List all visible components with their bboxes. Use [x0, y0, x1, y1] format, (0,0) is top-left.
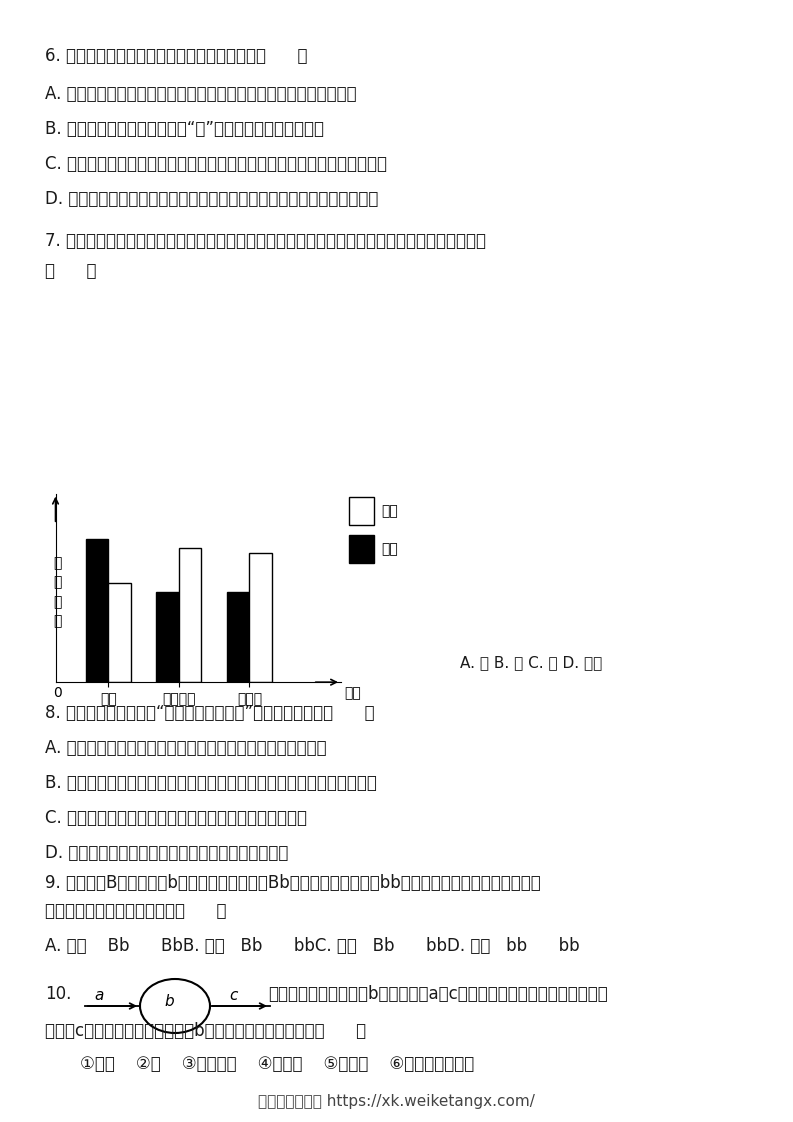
Text: c: c [229, 987, 237, 1002]
Text: 10.: 10. [45, 985, 71, 1003]
Text: 向，若c血管内流动脉血，你认为b可能代表的器官和结构是（      ）: 向，若c血管内流动脉血，你认为b可能代表的器官和结构是（ ） [45, 1022, 366, 1040]
Bar [249, 553, 272, 682]
Text: D. 制作酸奶过程的实质是乳酸菌在适宜条件下将奶中的蛋白质转化成乳酸: D. 制作酸奶过程的实质是乳酸菌在适宜条件下将奶中的蛋白质转化成乳酸 [45, 190, 378, 208]
Text: ①大脑    ②肺    ③小肠绒毛    ④肾小球    ⑤肾小管    ⑥左心房、左心室: ①大脑 ②肺 ③小肠绒毛 ④肾小球 ⑤肾小管 ⑥左心房、左心室 [80, 1055, 474, 1073]
Text: C. 在果蔬贮藏场所适当降低氧气浓度的主要目的是抑制微生物的生长与繁殖: C. 在果蔬贮藏场所适当降低氧气浓度的主要目的是抑制微生物的生长与繁殖 [45, 155, 387, 173]
Text: C. 神经元有许多突起有利于接受刺激产生冲动并传导冲动: C. 神经元有许多突起有利于接受刺激产生冲动并传导冲动 [45, 809, 307, 827]
Bar [349, 535, 374, 563]
Text: A. 毛桃    Bb      BbB. 毛桃   Bb      bbC. 滑桃   Bb      bbD. 滑桃   bb      bb: A. 毛桃 Bb BbB. 毛桃 Bb bbC. 滑桃 Bb bbD. 滑桃 b… [45, 937, 580, 955]
Text: D. 心脂中瓣膜的存在可以使动脉血和静脉血完全分开: D. 心脂中瓣膜的存在可以使动脉血和静脉血完全分开 [45, 844, 289, 862]
Text: 8. 下列叙述中，不符合“结构与功能相适应”生物学观点的是（      ）: 8. 下列叙述中，不符合“结构与功能相适应”生物学观点的是（ ） [45, 703, 374, 721]
Text: 的性状和种子的基因型分别为（      ）: 的性状和种子的基因型分别为（ ） [45, 902, 227, 920]
Text: B. 根尖成熟区表皮细胞一部分向外突出形成根毛，利于吸收水分和无机盐: B. 根尖成熟区表皮细胞一部分向外突出形成根毛，利于吸收水分和无机盐 [45, 774, 377, 792]
Text: 0: 0 [53, 686, 62, 700]
Bar [349, 497, 374, 525]
Ellipse shape [140, 980, 210, 1033]
Text: A. 肺泡壁和毛细血管壁都由一层上皮细胞构成，利于气体交换: A. 肺泡壁和毛细血管壁都由一层上皮细胞构成，利于气体交换 [45, 739, 327, 757]
Text: 如图是血液流经某器官b的示意图，a、c表示血管，筭头表示血液流动的方: 如图是血液流经某器官b的示意图，a、c表示血管，筭头表示血液流动的方 [268, 985, 607, 1003]
Text: 相
对
含
量: 相 对 含 量 [53, 557, 62, 628]
Text: 7. 在某一时刻测定某一器官的动脉和静脉的血液内三种物质含量，其相对数值如图所示，该器官是: 7. 在某一时刻测定某一器官的动脉和静脉的血液内三种物质含量，其相对数值如图所示… [45, 232, 486, 250]
Bar [86, 539, 109, 682]
Text: 6. 下列对生活中的生物技术的叙述，正确的是（      ）: 6. 下列对生活中的生物技术的叙述，正确的是（ ） [45, 47, 308, 65]
Text: （      ）: （ ） [45, 263, 97, 280]
Bar [227, 592, 249, 682]
Text: A. 白酒和葡萄酒制作过程都要经过霉菌的糖化和酵母菌的发酵等阶段: A. 白酒和葡萄酒制作过程都要经过霉菌的糖化和酵母菌的发酵等阶段 [45, 85, 357, 103]
Bar [109, 583, 131, 682]
Text: A. 肺 B. 脑 C. 肾 D. 小肠: A. 肺 B. 脑 C. 肾 D. 小肠 [460, 655, 602, 670]
Bar [156, 592, 179, 682]
Bar [179, 548, 201, 682]
Text: a: a [94, 987, 104, 1002]
Text: 学科学霸资料站 https://xk.weiketangx.com/: 学科学霸资料站 https://xk.weiketangx.com/ [258, 1094, 534, 1109]
Text: B. 制作白酒和葡萄酒等用到的“菌”和香菇一样都是营腐生活: B. 制作白酒和葡萄酒等用到的“菌”和香菇一样都是营腐生活 [45, 120, 324, 138]
Text: 动脉: 动脉 [381, 504, 398, 518]
Text: 9. 毛桃基因B对滑桃基因b为显性，现将毛桃（Bb）的花粉授给滑桃（bb）的雌蕊柱头，该雌蕊所结果实: 9. 毛桃基因B对滑桃基因b为显性，现将毛桃（Bb）的花粉授给滑桃（bb）的雌蕊… [45, 874, 541, 892]
Text: 物质: 物质 [344, 686, 362, 700]
Text: 静脉: 静脉 [381, 542, 398, 557]
Text: b: b [164, 994, 174, 1010]
